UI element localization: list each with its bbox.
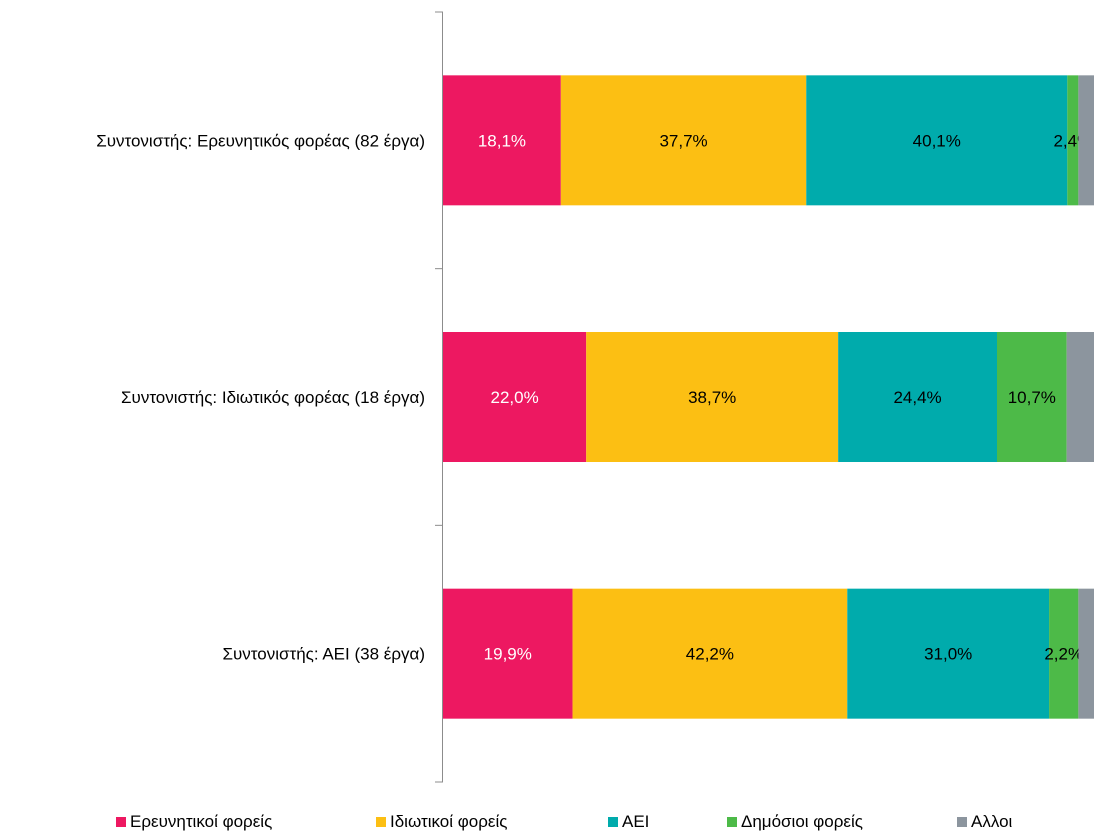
legend-label: Δημόσιοι φορείς <box>741 812 863 831</box>
data-label: 19,9% <box>484 645 532 664</box>
legend-label: Αλλοι <box>971 812 1013 831</box>
bar-segment <box>997 332 1067 462</box>
bar-segment <box>560 75 807 206</box>
bar-segment <box>838 332 998 462</box>
bar-segment <box>806 75 1068 206</box>
bar-segment <box>443 588 573 719</box>
data-label: 42,2% <box>686 645 734 664</box>
data-label: 31,0% <box>924 645 972 664</box>
legend-label: ΑΕΙ <box>622 812 650 831</box>
bar-segment <box>1067 75 1079 206</box>
bar-segment <box>1078 588 1094 719</box>
data-label: 38,7% <box>688 388 736 407</box>
bar-segment <box>443 75 561 206</box>
data-label: 40,1% <box>913 131 961 150</box>
category-label: Συντονιστής: Ιδιωτικός φορέας (18 έργα) <box>121 388 425 407</box>
chart: 18,1% 37,7% 40,1% 2,4%Συντονιστής: Ερευνητι… <box>96 11 1094 783</box>
legend-item: Δημόσιοι φορείς <box>727 812 863 832</box>
legend-swatch <box>727 817 737 827</box>
category-label: Συντονιστής: Ερευνητικός φορέας (82 έργα… <box>96 131 425 150</box>
bar-segment <box>586 332 839 462</box>
legend-item: Ιδιωτικοί φορείς <box>376 812 507 832</box>
bar-segment <box>443 332 587 462</box>
legend: Ερευνητικοί φορείς Ιδιωτικοί φορείς ΑΕΙ Δημ… <box>0 812 1096 840</box>
legend-item: Ερευνητικοί φορείς <box>116 812 272 832</box>
data-label: 22,0% <box>491 388 539 407</box>
legend-item: Αλλοι <box>957 812 1012 832</box>
legend-swatch <box>608 817 618 827</box>
data-label: 18,1% <box>478 131 526 150</box>
bar-segment <box>1049 588 1079 719</box>
legend-label: Ερευνητικοί φορείς <box>130 812 273 831</box>
category-label: Συντονιστής: ΑΕΙ (38 έργα) <box>222 645 425 664</box>
legend-swatch <box>116 817 126 827</box>
legend-swatch <box>376 817 386 827</box>
data-label: 2,2% <box>1044 645 1083 664</box>
data-label: 24,4% <box>893 388 941 407</box>
bar-segment <box>1066 332 1094 462</box>
legend-swatch <box>957 817 967 827</box>
bar-segment <box>1078 75 1094 206</box>
bar-segment <box>847 588 1050 719</box>
data-label: 37,7% <box>659 131 707 150</box>
legend-label: Ιδιωτικοί φορείς <box>390 812 508 831</box>
bar-segment <box>572 588 848 719</box>
legend-item: ΑΕΙ <box>608 812 649 832</box>
data-label: 10,7% <box>1008 388 1056 407</box>
